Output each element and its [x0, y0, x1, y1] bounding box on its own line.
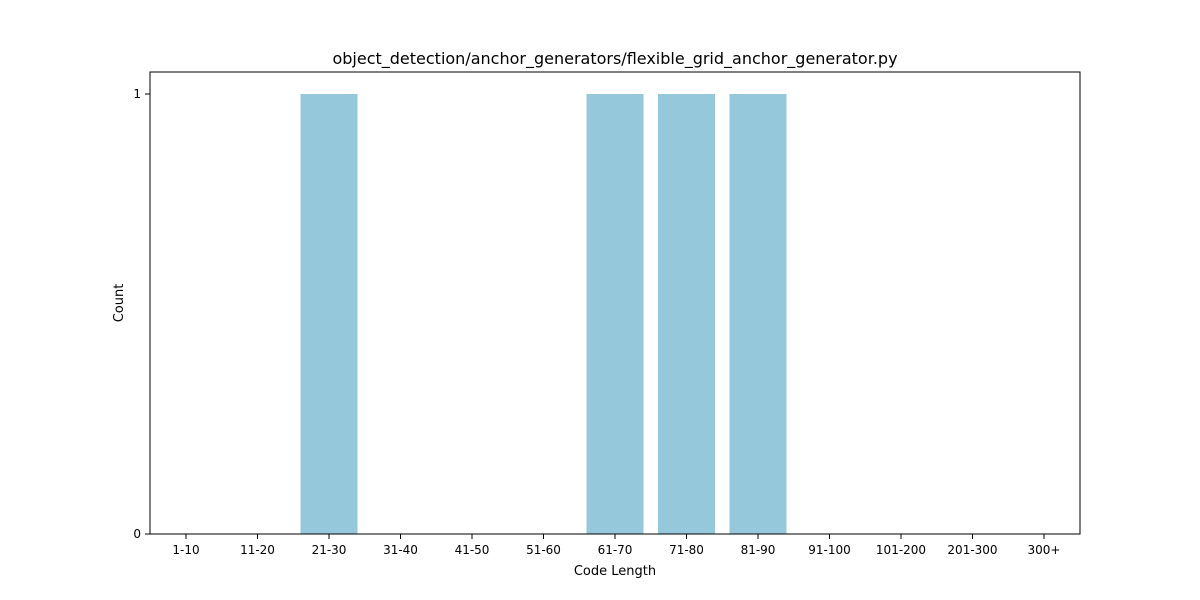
- bar-71-80: [658, 94, 715, 534]
- x-tick-label: 61-70: [598, 543, 633, 557]
- x-tick-label: 41-50: [455, 543, 490, 557]
- bar-21-30: [300, 94, 358, 534]
- x-tick-label: 21-30: [312, 543, 347, 557]
- x-tick-label: 201-300: [947, 543, 997, 557]
- x-axis-ticks: 1-10 11-20 21-30 31-40 41-50 51-60 61-70 71-80 8…: [172, 534, 1060, 557]
- bar-61-70: [586, 94, 644, 534]
- bars-group: [300, 94, 787, 534]
- x-tick-label: 101-200: [876, 543, 926, 557]
- y-tick-label: 0: [133, 527, 141, 541]
- y-tick-label: 1: [133, 87, 141, 101]
- x-tick-label: 300+: [1028, 543, 1061, 557]
- x-tick-label: 51-60: [526, 543, 561, 557]
- bar-81-90: [729, 94, 787, 534]
- x-tick-label: 1-10: [172, 543, 199, 557]
- x-tick-label: 81-90: [741, 543, 776, 557]
- y-axis-label: Count: [112, 284, 127, 323]
- chart-title: object_detection/anchor_generators/flexi…: [332, 49, 897, 69]
- x-tick-label: 71-80: [669, 543, 704, 557]
- x-tick-label: 11-20: [240, 543, 275, 557]
- x-tick-label: 31-40: [383, 543, 418, 557]
- x-tick-label: 91-100: [808, 543, 851, 557]
- y-axis-ticks: 01: [133, 87, 150, 541]
- x-axis-label: Code Length: [574, 564, 656, 579]
